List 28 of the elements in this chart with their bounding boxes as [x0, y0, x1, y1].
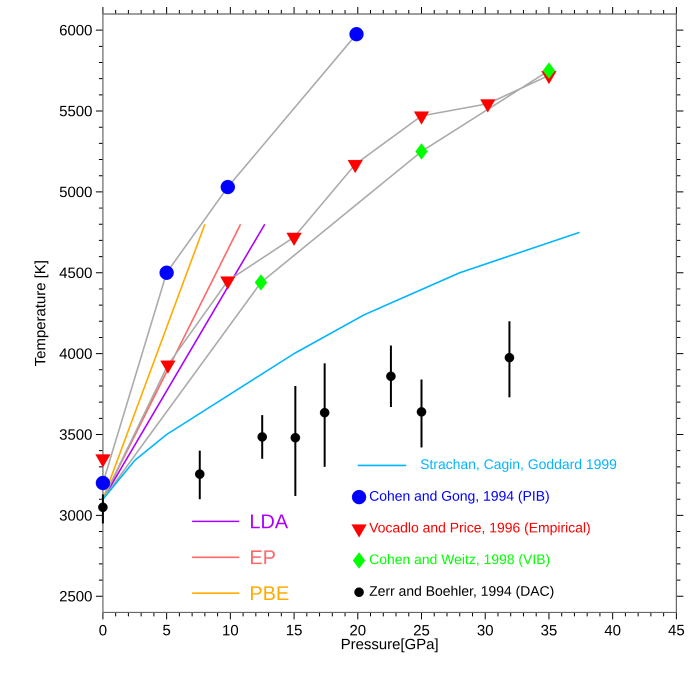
y-tick-label: 2500 [60, 590, 92, 602]
x-tick-label: 10 [223, 624, 238, 636]
legend-label: Strachan, Cagin, Goddard 1999 [420, 458, 616, 472]
legend-label: Cohen and Weitz, 1998 (VIB) [370, 554, 550, 567]
x-axis-title: Pressure[GPa] [342, 638, 438, 652]
y-tick-label: 6000 [60, 24, 92, 36]
x-tick-label: 25 [414, 624, 430, 636]
y-tick-label: 3500 [60, 429, 92, 440]
y-axis-title: Temperature [K] [34, 261, 48, 366]
x-tick-label: 0 [99, 624, 106, 636]
x-tick-label: 5 [163, 624, 170, 636]
x-tick-label: 30 [477, 624, 493, 636]
x-tick-label: 45 [668, 624, 684, 636]
legend-label: LDA [251, 514, 288, 528]
y-tick-label: 4500 [60, 267, 92, 278]
x-tick-label: 15 [286, 624, 302, 636]
x-tick-label: 20 [350, 624, 366, 636]
x-tick-label: 35 [541, 624, 557, 636]
legend-label: Vocadlo and Price, 1996 (Empirical) [369, 522, 590, 536]
legend-label: EP [251, 550, 275, 564]
y-tick-label: 5000 [60, 186, 92, 197]
y-tick-label: 3000 [60, 510, 92, 520]
y-tick-label: 4000 [60, 348, 92, 359]
x-tick-label: 40 [604, 624, 620, 636]
legend-label: Cohen and Gong, 1994 (PIB) [370, 490, 549, 504]
y-tick-label: 5500 [60, 106, 92, 116]
legend-label: PBE [251, 586, 288, 600]
legend-label: Zerr and Boehler, 1994 (DAC) [370, 586, 554, 599]
